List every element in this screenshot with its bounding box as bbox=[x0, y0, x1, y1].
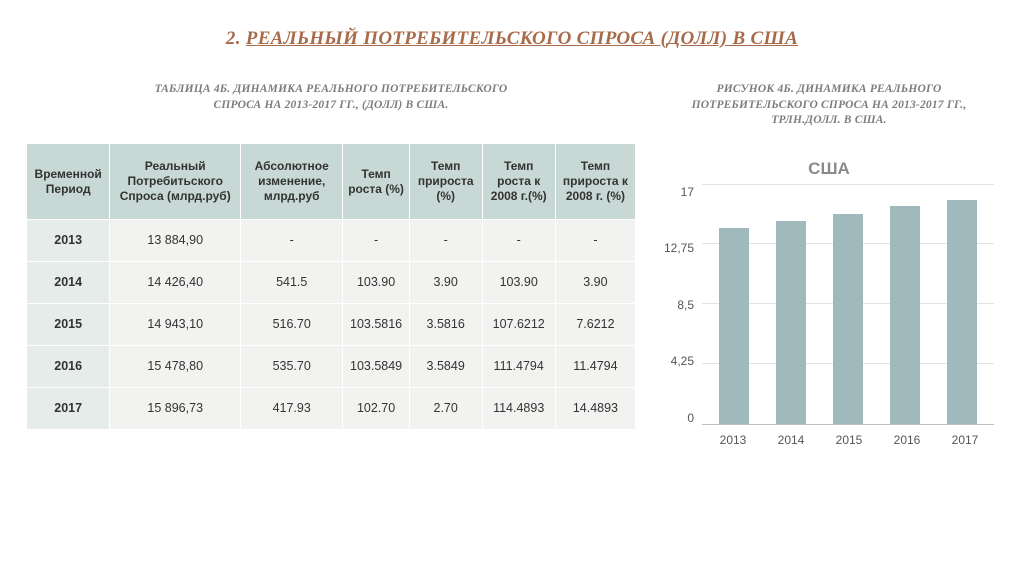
col-1: Реальный Потребитьского Спроса (млрд.руб… bbox=[110, 144, 241, 220]
ytick-label: 8,5 bbox=[677, 298, 694, 312]
cell-value: 114.4893 bbox=[482, 388, 555, 430]
chart-caption: РИСУНОК 4Б. ДИНАМИКА РЕАЛЬНОГО ПОТРЕБИТЕ… bbox=[660, 82, 998, 129]
cell-value: 14 426,40 bbox=[110, 262, 241, 304]
cell-value: - bbox=[409, 220, 482, 262]
cell-year: 2016 bbox=[27, 346, 110, 388]
content-row: ТАБЛИЦА 4Б. ДИНАМИКА РЕАЛЬНОГО ПОТРЕБИТЕ… bbox=[0, 50, 1024, 447]
cell-value: - bbox=[241, 220, 343, 262]
cell-value: 541.5 bbox=[241, 262, 343, 304]
ytick-label: 12,75 bbox=[664, 241, 694, 255]
cell-value: 3.5816 bbox=[409, 304, 482, 346]
xtick-label: 2014 bbox=[762, 433, 820, 447]
cell-value: 15 896,73 bbox=[110, 388, 241, 430]
cell-value: 103.5849 bbox=[343, 346, 409, 388]
cell-value: - bbox=[555, 220, 635, 262]
table-header-row: Временной Период Реальный Потребитьского… bbox=[27, 144, 636, 220]
page-title: 2. РЕАЛЬНЫЙ ПОТРЕБИТЕЛЬСКОГО СПРОСА (ДОЛ… bbox=[0, 0, 1024, 50]
cell-value: 516.70 bbox=[241, 304, 343, 346]
cell-value: 535.70 bbox=[241, 346, 343, 388]
chart-bars bbox=[702, 185, 994, 425]
cell-value: 102.70 bbox=[343, 388, 409, 430]
xtick-label: 2016 bbox=[878, 433, 936, 447]
table-row: 201514 943,10516.70103.58163.5816107.621… bbox=[27, 304, 636, 346]
chart-bar bbox=[947, 200, 977, 424]
chart-bar bbox=[890, 206, 920, 424]
table-section: ТАБЛИЦА 4Б. ДИНАМИКА РЕАЛЬНОГО ПОТРЕБИТЕ… bbox=[26, 82, 636, 447]
chart-caption-line1: РИСУНОК 4Б. ДИНАМИКА РЕАЛЬНОГО bbox=[716, 83, 941, 95]
table-row: 201313 884,90----- bbox=[27, 220, 636, 262]
cell-value: 15 478,80 bbox=[110, 346, 241, 388]
table-row: 201715 896,73417.93102.702.70114.489314.… bbox=[27, 388, 636, 430]
ytick-label: 17 bbox=[681, 185, 694, 199]
chart-title: США bbox=[664, 159, 994, 179]
gridline bbox=[702, 184, 994, 185]
cell-year: 2015 bbox=[27, 304, 110, 346]
xtick-label: 2017 bbox=[936, 433, 994, 447]
cell-value: 2.70 bbox=[409, 388, 482, 430]
col-6: Темп прироста к 2008 г. (%) bbox=[555, 144, 635, 220]
cell-value: - bbox=[482, 220, 555, 262]
cell-value: 103.90 bbox=[343, 262, 409, 304]
cell-value: 14.4893 bbox=[555, 388, 635, 430]
cell-value: 111.4794 bbox=[482, 346, 555, 388]
chart-bar bbox=[833, 214, 863, 424]
col-3: Темп роста (%) bbox=[343, 144, 409, 220]
cell-value: 3.90 bbox=[555, 262, 635, 304]
table-caption-line2: СПРОСА НА 2013-2017 ГГ., (ДОЛЛ) В США. bbox=[214, 99, 449, 111]
cell-value: 14 943,10 bbox=[110, 304, 241, 346]
chart-caption-line2: ПОТРЕБИТЕЛЬСКОГО СПРОСА НА 2013-2017 ГГ.… bbox=[692, 99, 967, 111]
table-row: 201615 478,80535.70103.58493.5849111.479… bbox=[27, 346, 636, 388]
cell-value: 7.6212 bbox=[555, 304, 635, 346]
col-0: Временной Период bbox=[27, 144, 110, 220]
chart-plot: 17 12,75 8,5 4,25 0 bbox=[664, 185, 994, 425]
table-caption: ТАБЛИЦА 4Б. ДИНАМИКА РЕАЛЬНОГО ПОТРЕБИТЕ… bbox=[26, 82, 636, 113]
chart-bar bbox=[776, 221, 806, 424]
cell-value: 3.5849 bbox=[409, 346, 482, 388]
chart-x-axis: 20132014201520162017 bbox=[704, 433, 994, 447]
chart-wrap: США 17 12,75 8,5 4,25 0 20132014201520162017 bbox=[664, 159, 994, 447]
cell-value: 103.90 bbox=[482, 262, 555, 304]
xtick-label: 2015 bbox=[820, 433, 878, 447]
col-5: Темп роста к 2008 г.(%) bbox=[482, 144, 555, 220]
data-table: Временной Период Реальный Потребитьского… bbox=[26, 143, 636, 430]
cell-year: 2013 bbox=[27, 220, 110, 262]
cell-year: 2017 bbox=[27, 388, 110, 430]
cell-value: 107.6212 bbox=[482, 304, 555, 346]
col-4: Темп прироста (%) bbox=[409, 144, 482, 220]
col-2: Абсолютное изменение, млрд.руб bbox=[241, 144, 343, 220]
cell-value: 103.5816 bbox=[343, 304, 409, 346]
cell-value: 417.93 bbox=[241, 388, 343, 430]
title-prefix: 2. bbox=[226, 28, 246, 49]
chart-y-axis: 17 12,75 8,5 4,25 0 bbox=[664, 185, 702, 425]
chart-caption-line3: ТРЛН.ДОЛЛ. В США. bbox=[771, 114, 886, 126]
cell-value: 11.4794 bbox=[555, 346, 635, 388]
ytick-label: 0 bbox=[687, 411, 694, 425]
cell-value: 3.90 bbox=[409, 262, 482, 304]
cell-value: - bbox=[343, 220, 409, 262]
chart-section: РИСУНОК 4Б. ДИНАМИКА РЕАЛЬНОГО ПОТРЕБИТЕ… bbox=[660, 82, 998, 447]
table-caption-line1: ТАБЛИЦА 4Б. ДИНАМИКА РЕАЛЬНОГО ПОТРЕБИТЕ… bbox=[155, 83, 508, 95]
xtick-label: 2013 bbox=[704, 433, 762, 447]
cell-value: 13 884,90 bbox=[110, 220, 241, 262]
title-main: РЕАЛЬНЫЙ ПОТРЕБИТЕЛЬСКОГО СПРОСА (ДОЛЛ) … bbox=[246, 28, 798, 49]
cell-year: 2014 bbox=[27, 262, 110, 304]
ytick-label: 4,25 bbox=[671, 354, 694, 368]
chart-bar bbox=[719, 228, 749, 423]
table-row: 201414 426,40541.5103.903.90103.903.90 bbox=[27, 262, 636, 304]
